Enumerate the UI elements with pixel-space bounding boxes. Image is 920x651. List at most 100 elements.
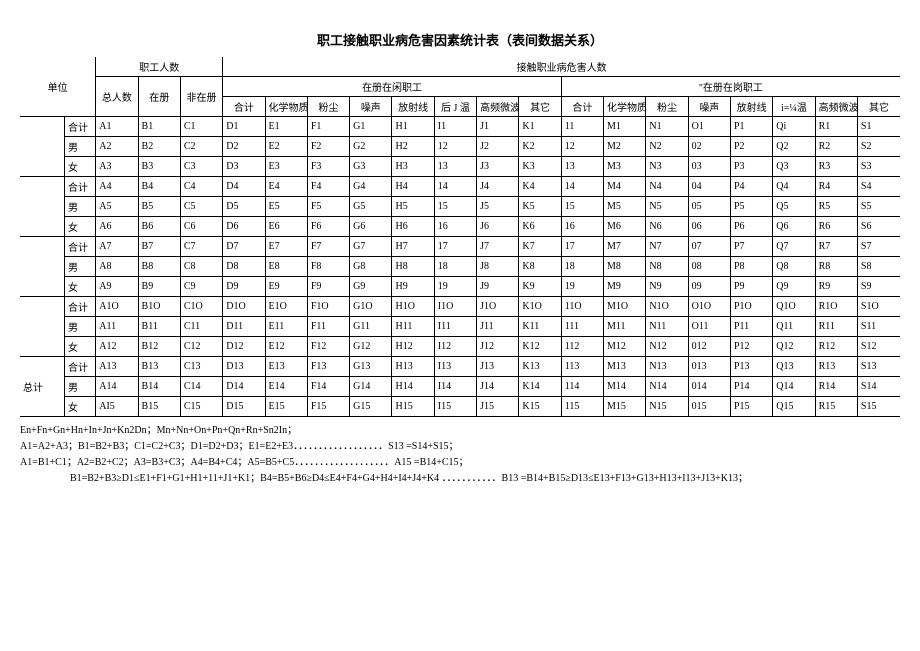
h-other1: 其它 (519, 97, 561, 117)
data-cell: S3 (857, 157, 900, 177)
data-cell: 15 (561, 197, 603, 217)
data-cell: 19 (561, 277, 603, 297)
data-cell: M5 (604, 197, 646, 217)
data-cell: J13 (477, 357, 519, 377)
data-cell: H6 (392, 217, 434, 237)
data-cell: F3 (307, 157, 349, 177)
data-cell: P14 (730, 377, 772, 397)
notes: En+Fn+Gn+Hn+In+Jn+Kn2Dn；Mn+Nn+On+Pn+Qn+R… (20, 423, 900, 487)
row-label: 合计 (65, 357, 96, 377)
data-cell: N9 (646, 277, 688, 297)
data-cell: B6 (138, 217, 180, 237)
data-cell: 112 (561, 337, 603, 357)
data-cell: M6 (604, 217, 646, 237)
data-cell: K9 (519, 277, 561, 297)
data-cell: G4 (350, 177, 392, 197)
data-cell: 014 (688, 377, 730, 397)
data-cell: D2 (223, 137, 265, 157)
data-cell: M2 (604, 137, 646, 157)
data-cell: C15 (180, 397, 222, 417)
data-cell: S1 (857, 117, 900, 137)
h-chem1: 化学物质 (265, 97, 307, 117)
data-cell: C13 (180, 357, 222, 377)
data-cell: N2 (646, 137, 688, 157)
h-exposed: 接触职业病危害人数 (223, 57, 900, 77)
row-label: 男 (65, 137, 96, 157)
row-label: 合计 (65, 297, 96, 317)
data-cell: D11 (223, 317, 265, 337)
data-cell: K11 (519, 317, 561, 337)
data-cell: D1 (223, 117, 265, 137)
data-cell: F1 (307, 117, 349, 137)
data-cell: Q15 (773, 397, 815, 417)
data-cell: M1O (604, 297, 646, 317)
data-cell: 115 (561, 397, 603, 417)
data-cell: D14 (223, 377, 265, 397)
row-label: 男 (65, 317, 96, 337)
data-cell: M14 (604, 377, 646, 397)
h-dust1: 粉尘 (307, 97, 349, 117)
stats-table: 单位 职工人数 接触职业病危害人数 总人数 在册 非在册 在册在闲职工 "在册在… (20, 57, 900, 417)
data-cell: E4 (265, 177, 307, 197)
row-label: 女 (65, 157, 96, 177)
data-cell: F14 (307, 377, 349, 397)
unit-cell: 总计 (20, 357, 65, 417)
data-cell: N13 (646, 357, 688, 377)
data-cell: E6 (265, 217, 307, 237)
data-cell: P1 (730, 117, 772, 137)
data-cell: G14 (350, 377, 392, 397)
data-cell: I13 (434, 357, 476, 377)
data-cell: A1 (96, 117, 138, 137)
data-cell: E2 (265, 137, 307, 157)
data-cell: F4 (307, 177, 349, 197)
data-cell: P4 (730, 177, 772, 197)
data-cell: M1 (604, 117, 646, 137)
data-cell: M4 (604, 177, 646, 197)
data-cell: C11 (180, 317, 222, 337)
data-cell: C7 (180, 237, 222, 257)
row-label: 女 (65, 277, 96, 297)
data-cell: I14 (434, 377, 476, 397)
row-label: 女 (65, 217, 96, 237)
data-cell: K12 (519, 337, 561, 357)
data-cell: K5 (519, 197, 561, 217)
data-cell: H1 (392, 117, 434, 137)
data-cell: D15 (223, 397, 265, 417)
h-rad1: 放射线 (392, 97, 434, 117)
data-cell: Q7 (773, 237, 815, 257)
h-noise1: 噪声 (350, 97, 392, 117)
data-cell: N11 (646, 317, 688, 337)
data-cell: N15 (646, 397, 688, 417)
data-cell: P2 (730, 137, 772, 157)
data-cell: H13 (392, 357, 434, 377)
data-cell: B14 (138, 377, 180, 397)
data-cell: H4 (392, 177, 434, 197)
data-cell: A3 (96, 157, 138, 177)
h-dust2: 粉尘 (646, 97, 688, 117)
data-cell: F8 (307, 257, 349, 277)
data-cell: Q6 (773, 217, 815, 237)
row-label: 男 (65, 377, 96, 397)
data-cell: D8 (223, 257, 265, 277)
data-cell: K3 (519, 157, 561, 177)
data-cell: H11 (392, 317, 434, 337)
data-cell: 16 (561, 217, 603, 237)
data-cell: H1O (392, 297, 434, 317)
data-cell: C12 (180, 337, 222, 357)
data-cell: S13 (857, 357, 900, 377)
h-registered: 在册 (138, 77, 180, 117)
data-cell: R8 (815, 257, 857, 277)
data-cell: C4 (180, 177, 222, 197)
data-cell: M7 (604, 237, 646, 257)
data-cell: E12 (265, 337, 307, 357)
data-cell: M8 (604, 257, 646, 277)
data-cell: F9 (307, 277, 349, 297)
data-cell: D6 (223, 217, 265, 237)
data-cell: 17 (434, 237, 476, 257)
data-cell: 17 (561, 237, 603, 257)
data-cell: P13 (730, 357, 772, 377)
h-chem2: 化学物质 (604, 97, 646, 117)
data-cell: B9 (138, 277, 180, 297)
data-cell: P15 (730, 397, 772, 417)
data-cell: G5 (350, 197, 392, 217)
